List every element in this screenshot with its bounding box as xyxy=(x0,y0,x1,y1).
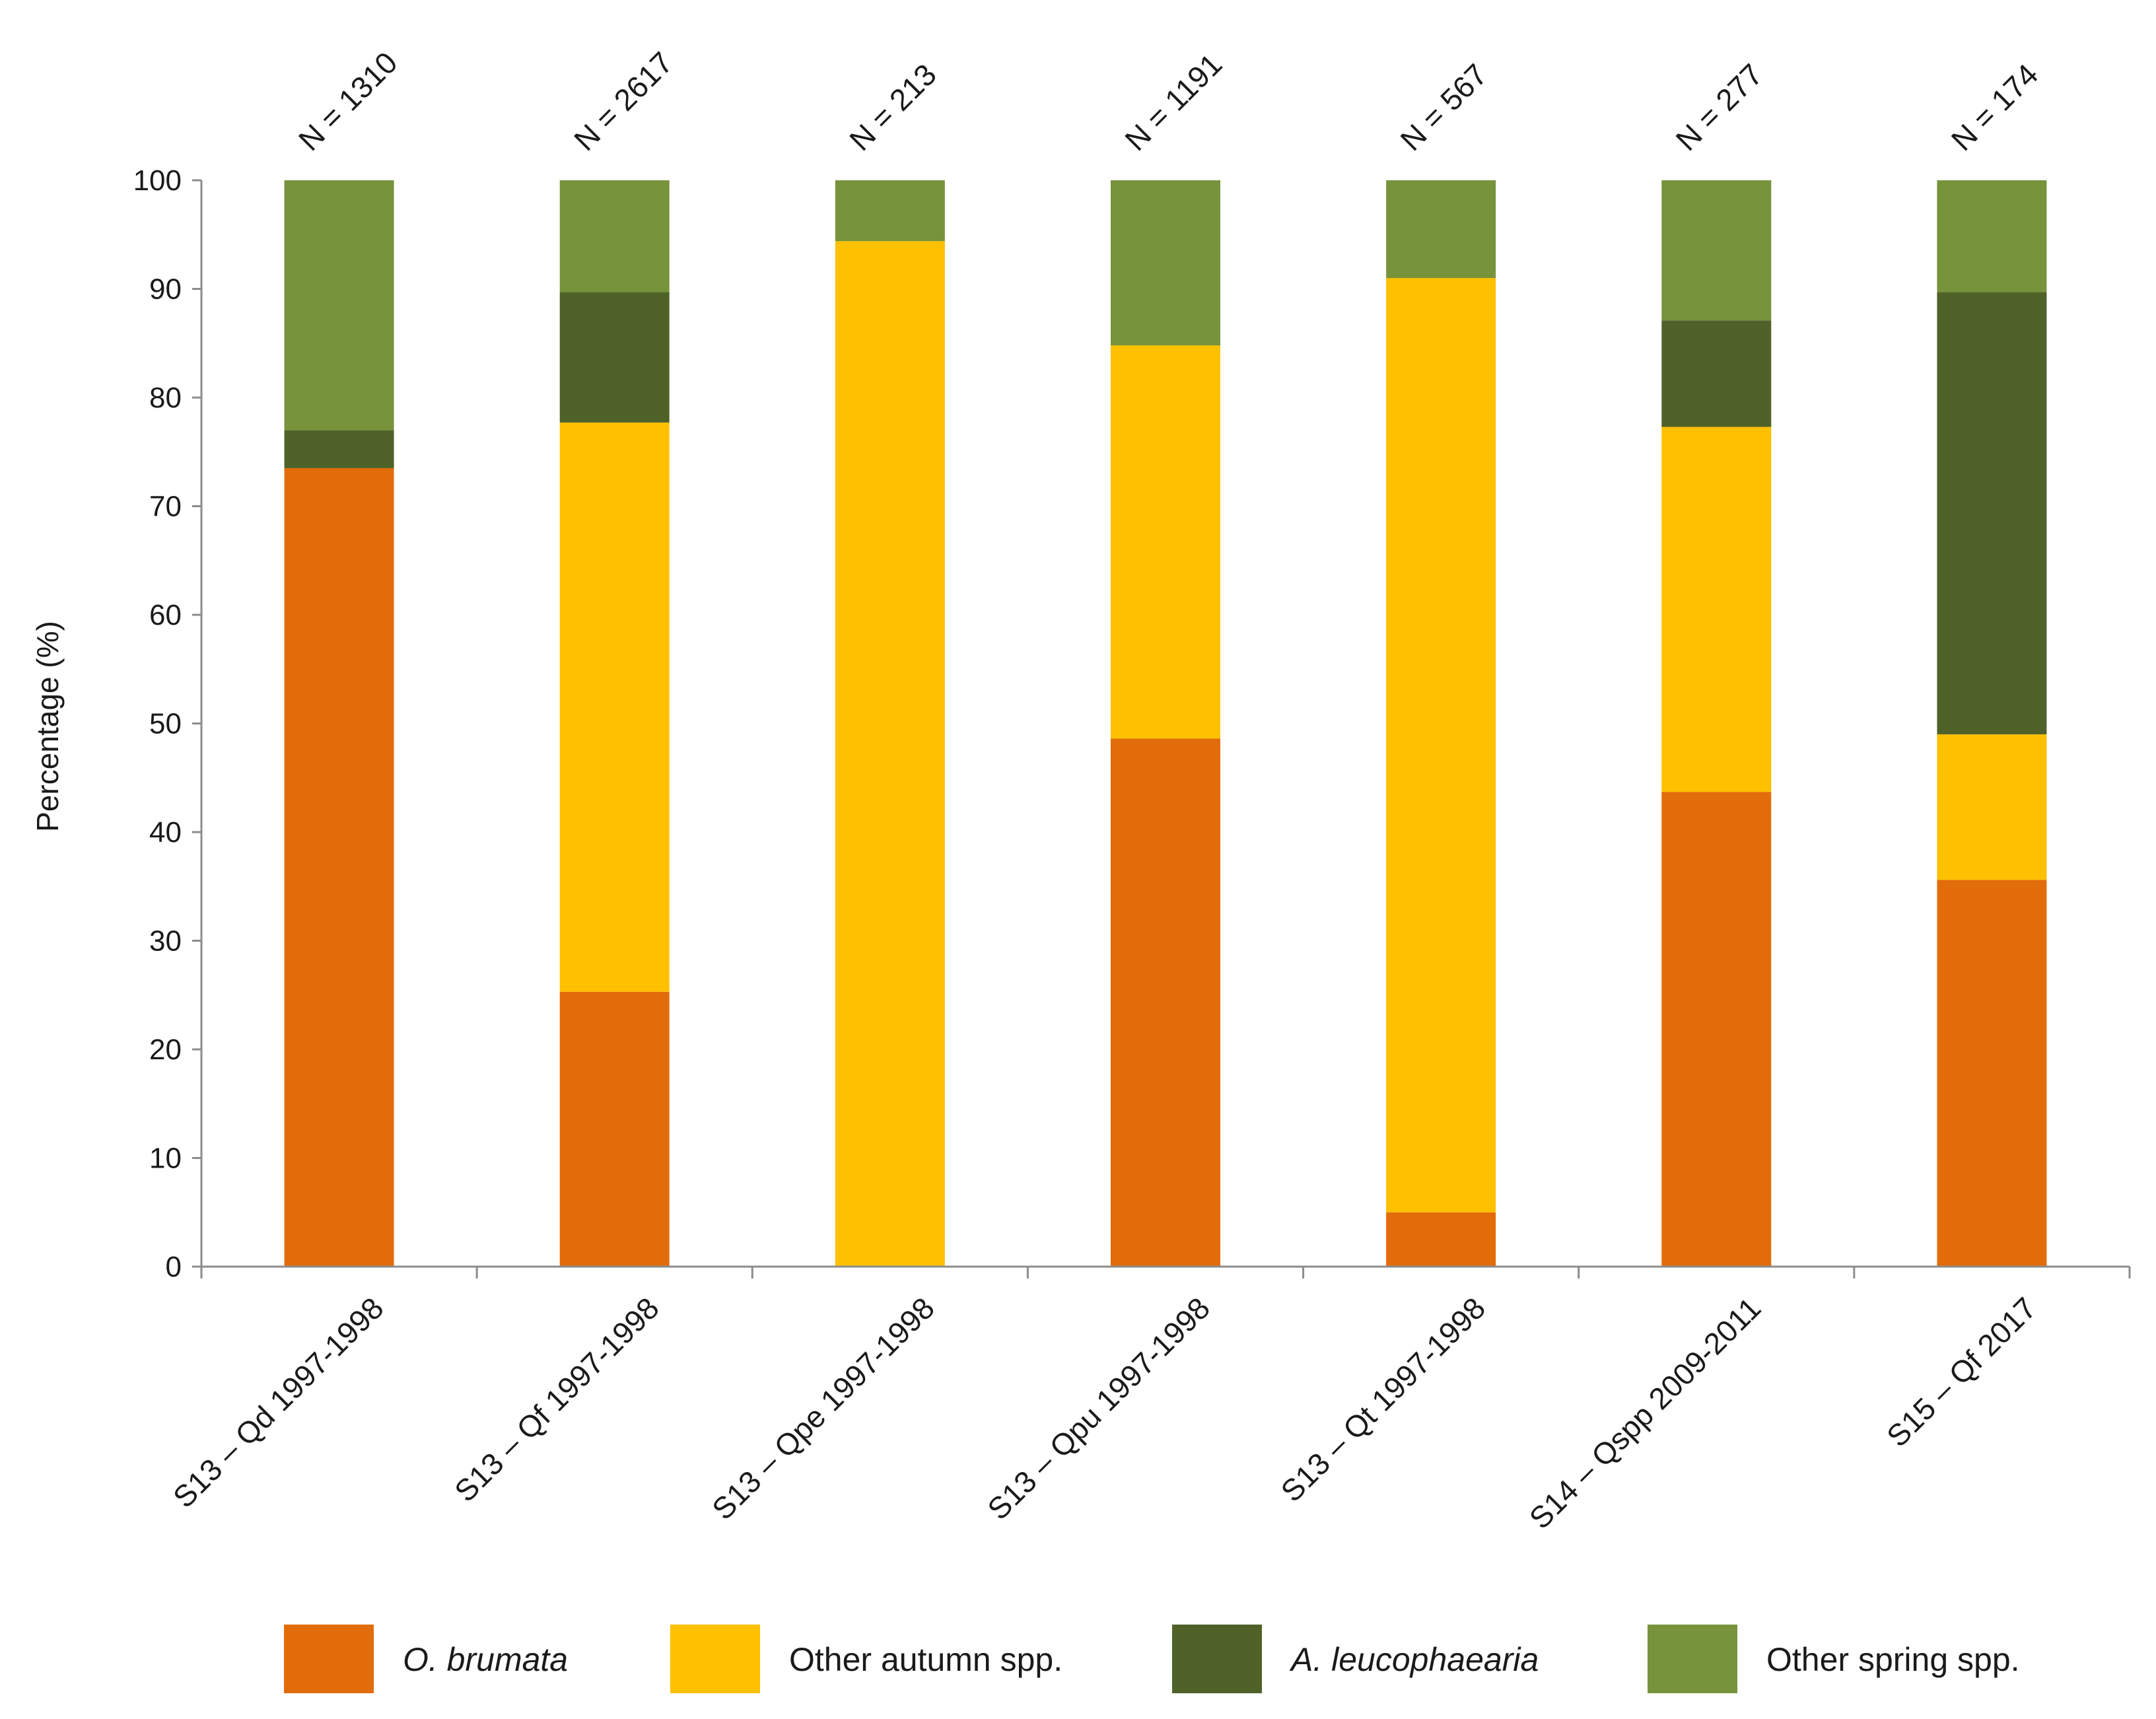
x-category-label: S14 – Qspp 2009-2011 xyxy=(1523,1290,1768,1535)
legend-label: O. brumata xyxy=(403,1641,568,1678)
legend-label: Other autumn spp. xyxy=(789,1641,1062,1678)
bar-n-label: N = 567 xyxy=(1393,57,1494,157)
x-category-label: S15 – Qf 2017 xyxy=(1880,1290,2043,1454)
bar-segment-7-series-4 xyxy=(1937,180,2047,293)
y-tick-label: 100 xyxy=(133,164,182,197)
bar-segment-2-series-1 xyxy=(559,991,670,1267)
y-tick-label: 20 xyxy=(149,1034,182,1066)
bar-segment-5-series-4 xyxy=(1386,180,1496,279)
legend-swatch xyxy=(1172,1625,1262,1693)
bar-n-label: N = 2617 xyxy=(567,45,679,157)
bar-n-label: N = 1310 xyxy=(292,45,404,157)
bar-segment-3-series-4 xyxy=(835,180,945,242)
bar-segment-5-series-1 xyxy=(1386,1212,1496,1267)
bar-segment-6-series-3 xyxy=(1661,320,1772,427)
y-tick-label: 80 xyxy=(149,382,182,414)
bar-n-label: N = 277 xyxy=(1669,57,1770,157)
legend-label: Other spring spp. xyxy=(1766,1641,2020,1678)
y-tick-label: 60 xyxy=(149,599,182,631)
bar-n-label: N = 174 xyxy=(1945,57,2045,157)
x-category-label: S13 – Qd 1997-1998 xyxy=(166,1290,390,1514)
y-tick-label: 0 xyxy=(166,1251,182,1283)
x-category-label: S13 – Qt 1997-1998 xyxy=(1274,1290,1492,1508)
y-tick-label: 30 xyxy=(149,925,182,958)
bar-segment-4-series-1 xyxy=(1111,738,1220,1267)
x-category-label: S13 – Qpe 1997-1998 xyxy=(705,1290,941,1526)
bar-segment-1-series-1 xyxy=(284,468,394,1267)
y-tick-label: 50 xyxy=(149,708,182,740)
legend-swatch xyxy=(670,1625,760,1693)
bar-segment-6-series-2 xyxy=(1661,427,1772,792)
y-tick-label: 10 xyxy=(149,1142,182,1175)
y-tick-label: 90 xyxy=(149,273,182,306)
bar-n-label: N = 1191 xyxy=(1118,47,1228,157)
legend-swatch xyxy=(1648,1625,1737,1693)
bar-segment-2-series-3 xyxy=(559,292,670,423)
legend-label: A. leucophaearia xyxy=(1289,1641,1539,1678)
bar-segment-3-series-2 xyxy=(835,241,945,1267)
y-axis-title: Percentage (%) xyxy=(30,621,65,832)
bar-segment-7-series-2 xyxy=(1937,734,2047,880)
bar-segment-7-series-1 xyxy=(1937,880,2047,1267)
bar-segment-1-series-4 xyxy=(284,180,394,431)
bar-segment-7-series-3 xyxy=(1937,292,2047,734)
bar-segment-1-series-3 xyxy=(284,430,394,468)
bar-segment-6-series-4 xyxy=(1661,180,1772,321)
bar-segment-4-series-4 xyxy=(1111,180,1220,346)
bar-segment-4-series-2 xyxy=(1111,345,1220,739)
bar-segment-5-series-2 xyxy=(1386,278,1496,1212)
y-tick-label: 40 xyxy=(149,816,182,849)
bar-segment-2-series-2 xyxy=(559,422,670,992)
bar-segment-2-series-4 xyxy=(559,180,670,293)
bar-segment-6-series-1 xyxy=(1661,792,1772,1267)
x-category-label: S13 – Qpu 1997-1998 xyxy=(981,1290,1216,1526)
x-category-label: S13 – Qf 1997-1998 xyxy=(448,1290,666,1508)
legend-swatch xyxy=(284,1625,374,1693)
y-tick-label: 70 xyxy=(149,491,182,523)
bar-n-label: N = 213 xyxy=(843,57,943,157)
